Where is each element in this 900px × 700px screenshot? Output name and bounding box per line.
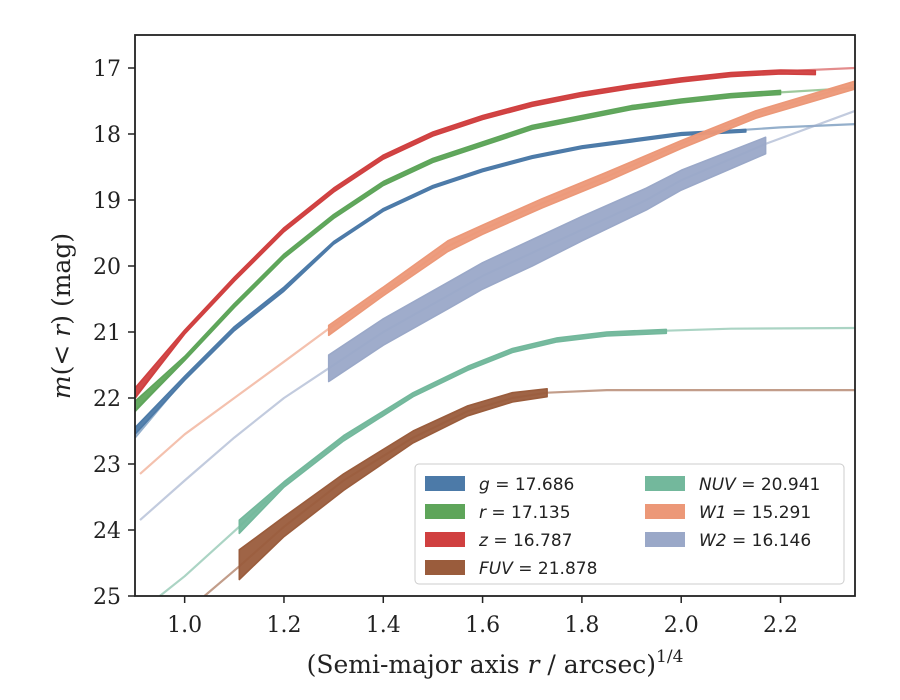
y-tick-label: 18	[93, 123, 121, 148]
y-tick-label: 22	[93, 387, 121, 412]
legend-swatch-r	[425, 504, 465, 519]
observed-band-w1	[327, 80, 855, 337]
legend-label-r: r = 17.135	[479, 503, 571, 523]
legend-swatch-w2	[645, 532, 685, 547]
observed-band-r	[135, 89, 782, 413]
legend-swatch-w1	[645, 504, 685, 519]
y-tick-label: 21	[93, 321, 121, 346]
legend-label-nuv: NUV = 20.941	[699, 475, 820, 495]
y-tick-label: 23	[93, 453, 121, 478]
y-axis-label: m(< r) (mag)	[47, 233, 76, 399]
x-tick-label: 1.2	[266, 613, 301, 638]
y-tick-label: 20	[93, 255, 121, 280]
observed-band-fuv	[238, 387, 548, 581]
observed-band-w2	[327, 136, 767, 383]
legend-swatch-nuv	[645, 476, 685, 491]
x-tick-label: 2.2	[763, 613, 798, 638]
x-tick-label: 1.6	[465, 613, 500, 638]
x-tick-label: 1.4	[366, 613, 401, 638]
observed-band-g	[135, 128, 747, 436]
series-layer	[135, 66, 855, 596]
y-tick-label: 25	[93, 585, 121, 610]
y-axis: 17 18 19 20 21 22 23 24 25	[93, 57, 135, 610]
plot-frame	[134, 34, 856, 597]
x-tick-label: 1.8	[564, 613, 599, 638]
legend-label-fuv: FUV = 21.878	[479, 559, 597, 579]
legend-label-z: z = 16.787	[478, 531, 572, 551]
legend-label-w1: W1 = 15.291	[699, 503, 811, 523]
x-tick-label: 2.0	[664, 613, 699, 638]
legend-swatch-g	[425, 476, 465, 491]
legend-label-g: g = 17.686	[479, 475, 574, 495]
legend-label-w2: W2 = 16.146	[699, 531, 811, 551]
legend-box	[414, 463, 845, 585]
observed-band-z	[135, 69, 817, 399]
x-axis-label: (Semi-major axis r / arcsec)1/4	[307, 647, 684, 679]
legend-swatch-z	[425, 532, 465, 547]
y-tick-label: 19	[93, 189, 121, 214]
legend: g = 17.686 r = 17.135 z = 16.787 FUV = 21.8…	[414, 463, 845, 585]
y-tick-label: 24	[93, 519, 121, 544]
observed-band-nuv	[238, 328, 668, 535]
y-tick-label: 17	[93, 57, 121, 82]
x-axis: 1.0 1.2 1.4 1.6 1.8 2.0 2.2	[167, 596, 798, 638]
legend-swatch-fuv	[425, 560, 465, 575]
x-tick-label: 1.0	[167, 613, 202, 638]
